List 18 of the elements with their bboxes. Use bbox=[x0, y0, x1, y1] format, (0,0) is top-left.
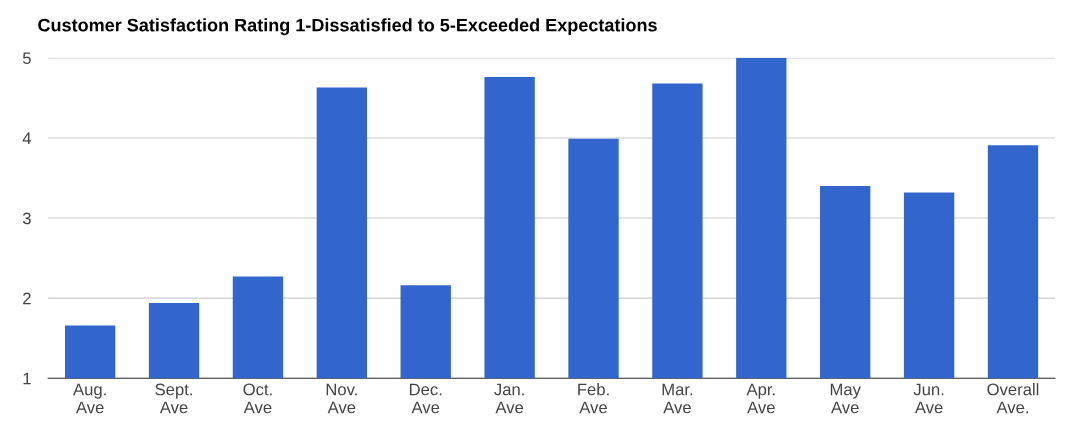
x-tick-label: Dec. Ave bbox=[409, 383, 442, 414]
chart-title: Customer Satisfaction Rating 1-Dissatisfied to 5-Exceeded Expectations bbox=[38, 18, 657, 36]
x-tick-label: Jan. Ave bbox=[494, 383, 524, 414]
y-tick-label: 2 bbox=[23, 292, 31, 305]
x-tick-label: Sept. Ave bbox=[155, 383, 192, 414]
x-tick-label: Apr. Ave bbox=[746, 383, 775, 414]
x-tick-label: Jun. Ave bbox=[913, 383, 944, 414]
x-tick-label: Feb. Ave bbox=[578, 383, 609, 414]
x-tick-label: May Ave bbox=[830, 383, 861, 414]
y-tick-label: 1 bbox=[23, 372, 31, 385]
x-tick-label: Nov. Ave bbox=[326, 383, 357, 414]
x-tick-label: Mar. Ave bbox=[662, 383, 693, 414]
y-tick-label: 4 bbox=[22, 132, 32, 144]
y-tick-label: 5 bbox=[22, 52, 31, 65]
x-tick-label: Overall Ave. bbox=[987, 383, 1039, 414]
x-tick-label: Aug. Ave bbox=[73, 383, 106, 414]
y-tick-label: 3 bbox=[22, 212, 31, 225]
x-tick-label: Oct. Ave bbox=[243, 383, 272, 414]
